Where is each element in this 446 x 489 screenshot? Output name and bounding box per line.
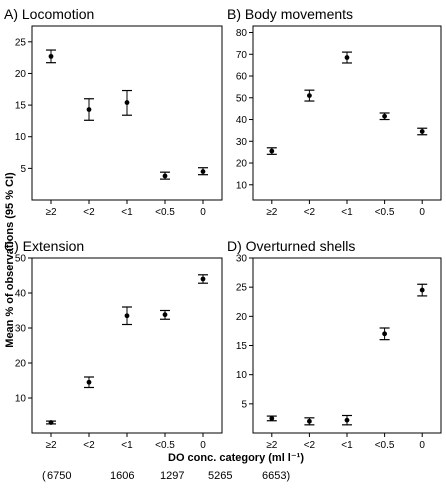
panel-title: A) Locomotion <box>4 6 94 22</box>
x-tick-label: <2 <box>83 440 95 451</box>
y-tick-label: 30 <box>15 324 27 335</box>
x-tick-label: 0 <box>200 207 206 218</box>
y-tick-label: 30 <box>236 254 248 265</box>
data-point <box>124 100 130 105</box>
sample-count: 1297 <box>160 470 185 482</box>
data-point <box>86 379 92 385</box>
x-tick-label: ≥2 <box>266 440 277 451</box>
data-point <box>162 173 168 179</box>
x-tick-label: 0 <box>419 440 425 451</box>
y-tick-label: 10 <box>15 132 27 143</box>
plot-frame <box>31 257 223 434</box>
y-axis-label: Mean % of observations (95 % CI) <box>4 172 16 348</box>
x-tick-label: <1 <box>341 440 353 451</box>
panel-title: D) Overturned shells <box>227 238 355 254</box>
y-tick-label: 50 <box>15 254 27 265</box>
data-point <box>419 287 425 293</box>
x-tick-label: <2 <box>304 440 316 451</box>
y-tick-label: 5 <box>20 164 26 175</box>
data-point <box>269 416 275 421</box>
panel-title: B) Body movements <box>227 6 353 22</box>
x-tick-label: <2 <box>83 207 95 218</box>
y-tick-label: 20 <box>15 359 27 370</box>
y-tick-label: 40 <box>15 289 27 300</box>
y-tick-label: 10 <box>236 180 248 191</box>
y-tick-label: 15 <box>236 341 248 352</box>
sample-counts-row: ( 6750 1606 1297 5265 6653) <box>0 470 446 486</box>
x-tick-label: <0.5 <box>375 207 395 218</box>
sample-count: 6750 <box>47 470 72 482</box>
y-tick-label: 30 <box>236 137 248 148</box>
data-point <box>269 148 275 154</box>
x-tick-label: 0 <box>419 207 425 218</box>
data-point <box>307 93 312 98</box>
y-tick-label: 25 <box>15 37 27 48</box>
sample-count: 5265 <box>208 470 233 482</box>
x-tick-label: 0 <box>200 440 206 451</box>
y-tick-label: 80 <box>236 28 248 39</box>
x-tick-label: <0.5 <box>155 207 175 218</box>
y-tick-label: 20 <box>236 159 248 170</box>
x-tick-label: <0.5 <box>155 440 175 451</box>
plot-frame <box>252 257 442 434</box>
sample-count: 6653) <box>262 470 291 482</box>
counts-open-paren: ( <box>42 470 46 482</box>
y-tick-label: 50 <box>236 93 248 104</box>
x-tick-label: <2 <box>304 207 316 218</box>
data-point <box>162 312 168 318</box>
x-tick-label: ≥2 <box>45 207 56 218</box>
y-tick-label: 25 <box>236 283 248 294</box>
data-point <box>200 276 206 282</box>
y-tick-label: 10 <box>15 394 27 405</box>
x-tick-label: ≥2 <box>266 207 277 218</box>
y-tick-label: 70 <box>236 50 248 61</box>
data-point <box>200 169 206 174</box>
data-point <box>307 418 312 424</box>
data-point <box>344 55 350 60</box>
y-tick-label: 20 <box>236 312 248 323</box>
sample-count: 1606 <box>110 470 135 482</box>
data-point <box>48 53 54 59</box>
data-point <box>419 129 425 134</box>
x-axis-label: DO conc. category (ml l⁻¹) <box>168 452 304 464</box>
y-tick-label: 20 <box>15 69 27 80</box>
data-point <box>382 113 387 119</box>
x-tick-label: <1 <box>121 440 133 451</box>
panel-title: C) Extension <box>4 238 84 254</box>
x-tick-label: <1 <box>121 207 133 218</box>
y-tick-label: 15 <box>15 101 27 112</box>
data-point <box>344 417 350 423</box>
x-tick-label: ≥2 <box>45 440 56 451</box>
data-point <box>382 331 387 337</box>
y-tick-label: 10 <box>236 370 248 381</box>
y-tick-label: 40 <box>236 115 248 126</box>
x-tick-label: <0.5 <box>375 440 395 451</box>
x-tick-label: <1 <box>341 207 353 218</box>
data-point <box>48 420 54 425</box>
data-point <box>124 313 130 319</box>
y-tick-label: 5 <box>241 399 247 410</box>
data-point <box>86 107 92 112</box>
y-tick-label: 60 <box>236 72 248 83</box>
